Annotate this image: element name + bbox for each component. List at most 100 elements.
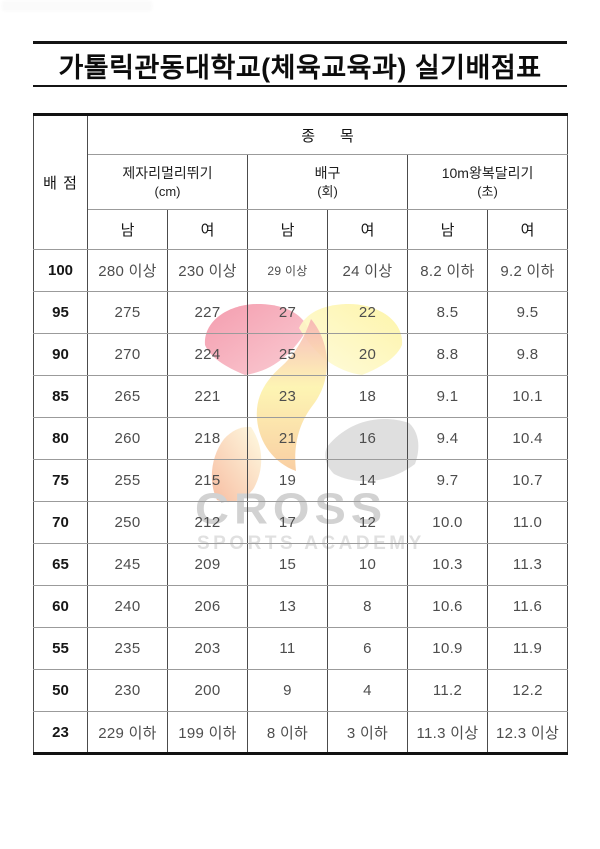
table-row: 60 240 206 13 8 10.6 11.6 xyxy=(33,585,569,628)
value-cell: 203 xyxy=(167,627,248,670)
value-cell: 17 xyxy=(247,501,328,544)
value-cell: 240 xyxy=(87,585,168,628)
gender-header: 남 xyxy=(247,209,328,250)
value-cell: 275 xyxy=(87,291,168,334)
value-cell: 14 xyxy=(327,459,408,502)
value-cell: 10.3 xyxy=(407,543,488,586)
event-header: 배구 (회) xyxy=(247,154,408,210)
table-row: 100 280 이상 230 이상 29 이상 24 이상 8.2 이하 9.2 이하 xyxy=(33,249,569,292)
value-cell: 9.4 xyxy=(407,417,488,460)
value-cell: 22 xyxy=(327,291,408,334)
table-row: 50 230 200 9 4 11.2 12.2 xyxy=(33,669,569,712)
value-cell: 9.2 이하 xyxy=(486,249,569,292)
score-cell: 90 xyxy=(33,333,88,376)
value-cell: 11.6 xyxy=(486,585,569,628)
score-cell: 55 xyxy=(33,627,88,670)
value-cell: 260 xyxy=(87,417,168,460)
value-cell: 11.0 xyxy=(486,501,569,544)
table-row: 75 255 215 19 14 9.7 10.7 xyxy=(33,459,569,502)
value-cell: 224 xyxy=(167,333,248,376)
value-cell: 218 xyxy=(167,417,248,460)
value-cell: 6 xyxy=(327,627,408,670)
value-cell: 8.8 xyxy=(407,333,488,376)
value-cell: 23 xyxy=(247,375,328,418)
score-cell: 100 xyxy=(33,249,88,292)
value-cell: 215 xyxy=(167,459,248,502)
value-cell: 227 xyxy=(167,291,248,334)
value-cell: 3 이하 xyxy=(327,711,408,754)
value-cell: 12.3 이상 xyxy=(486,711,569,754)
score-cell: 65 xyxy=(33,543,88,586)
faint-scan-artifact xyxy=(2,1,152,11)
value-cell: 25 xyxy=(247,333,328,376)
gender-header: 여 xyxy=(486,209,569,250)
value-cell: 10.7 xyxy=(486,459,569,502)
value-cell: 24 이상 xyxy=(327,249,408,292)
score-cell: 60 xyxy=(33,585,88,628)
value-cell: 212 xyxy=(167,501,248,544)
value-cell: 245 xyxy=(87,543,168,586)
gender-header: 여 xyxy=(167,209,248,250)
value-cell: 16 xyxy=(327,417,408,460)
value-cell: 11.3 이상 xyxy=(407,711,488,754)
value-cell: 265 xyxy=(87,375,168,418)
value-cell: 12 xyxy=(327,501,408,544)
score-table-body: 100 280 이상 230 이상 29 이상 24 이상 8.2 이하 9.2 이하 95 2… xyxy=(33,249,569,754)
value-cell: 10.1 xyxy=(486,375,569,418)
score-cell: 50 xyxy=(33,669,88,712)
value-cell: 12.2 xyxy=(486,669,569,712)
table-row: 90 270 224 25 20 8.8 9.8 xyxy=(33,333,569,376)
events-group-header: 종 목 xyxy=(86,114,569,155)
event-header: 10m왕복달리기 (초) xyxy=(406,154,569,210)
score-cell: 23 xyxy=(33,711,88,754)
value-cell: 11 xyxy=(247,627,328,670)
score-cell: 70 xyxy=(33,501,88,544)
value-cell: 8.5 xyxy=(407,291,488,334)
value-cell: 29 이상 xyxy=(247,249,328,292)
value-cell: 20 xyxy=(327,333,408,376)
value-cell: 206 xyxy=(167,585,248,628)
table-row: 85 265 221 23 18 9.1 10.1 xyxy=(33,375,569,418)
score-cell: 95 xyxy=(33,291,88,334)
value-cell: 10.0 xyxy=(407,501,488,544)
table-row: 55 235 203 11 6 10.9 11.9 xyxy=(33,627,569,670)
value-cell: 235 xyxy=(87,627,168,670)
value-cell: 200 xyxy=(167,669,248,712)
value-cell: 8 xyxy=(327,585,408,628)
value-cell: 19 xyxy=(247,459,328,502)
gender-header: 남 xyxy=(407,209,488,250)
value-cell: 27 xyxy=(247,291,328,334)
value-cell: 9.1 xyxy=(407,375,488,418)
value-cell: 11.3 xyxy=(486,543,569,586)
value-cell: 9 xyxy=(247,669,328,712)
value-cell: 15 xyxy=(247,543,328,586)
gender-header: 여 xyxy=(327,209,408,250)
value-cell: 280 이상 xyxy=(87,249,168,292)
value-cell: 270 xyxy=(87,333,168,376)
value-cell: 10.4 xyxy=(486,417,569,460)
event-header: 제자리멀리뛰기 (cm) xyxy=(87,154,248,210)
event-header-row: 제자리멀리뛰기 (cm) 배구 (회) 10m왕복달리기 (초) xyxy=(34,154,569,210)
value-cell: 9.7 xyxy=(407,459,488,502)
value-cell: 9.8 xyxy=(486,333,569,376)
value-cell: 221 xyxy=(167,375,248,418)
gender-header: 남 xyxy=(87,209,168,250)
page-title: 가톨릭관동대학교(체육교육과) 실기배점표 xyxy=(58,53,542,83)
value-cell: 18 xyxy=(327,375,408,418)
table-row: 80 260 218 21 16 9.4 10.4 xyxy=(33,417,569,460)
value-cell: 21 xyxy=(247,417,328,460)
value-cell: 8.2 이하 xyxy=(407,249,488,292)
value-cell: 8 이하 xyxy=(247,711,328,754)
table-row: 95 275 227 27 22 8.5 9.5 xyxy=(33,291,569,334)
value-cell: 209 xyxy=(167,543,248,586)
table-row: 65 245 209 15 10 10.3 11.3 xyxy=(33,543,569,586)
value-cell: 11.2 xyxy=(407,669,488,712)
value-cell: 230 xyxy=(87,669,168,712)
value-cell: 10 xyxy=(327,543,408,586)
value-cell: 13 xyxy=(247,585,328,628)
value-cell: 11.9 xyxy=(486,627,569,670)
value-cell: 4 xyxy=(327,669,408,712)
value-cell: 9.5 xyxy=(486,291,569,334)
